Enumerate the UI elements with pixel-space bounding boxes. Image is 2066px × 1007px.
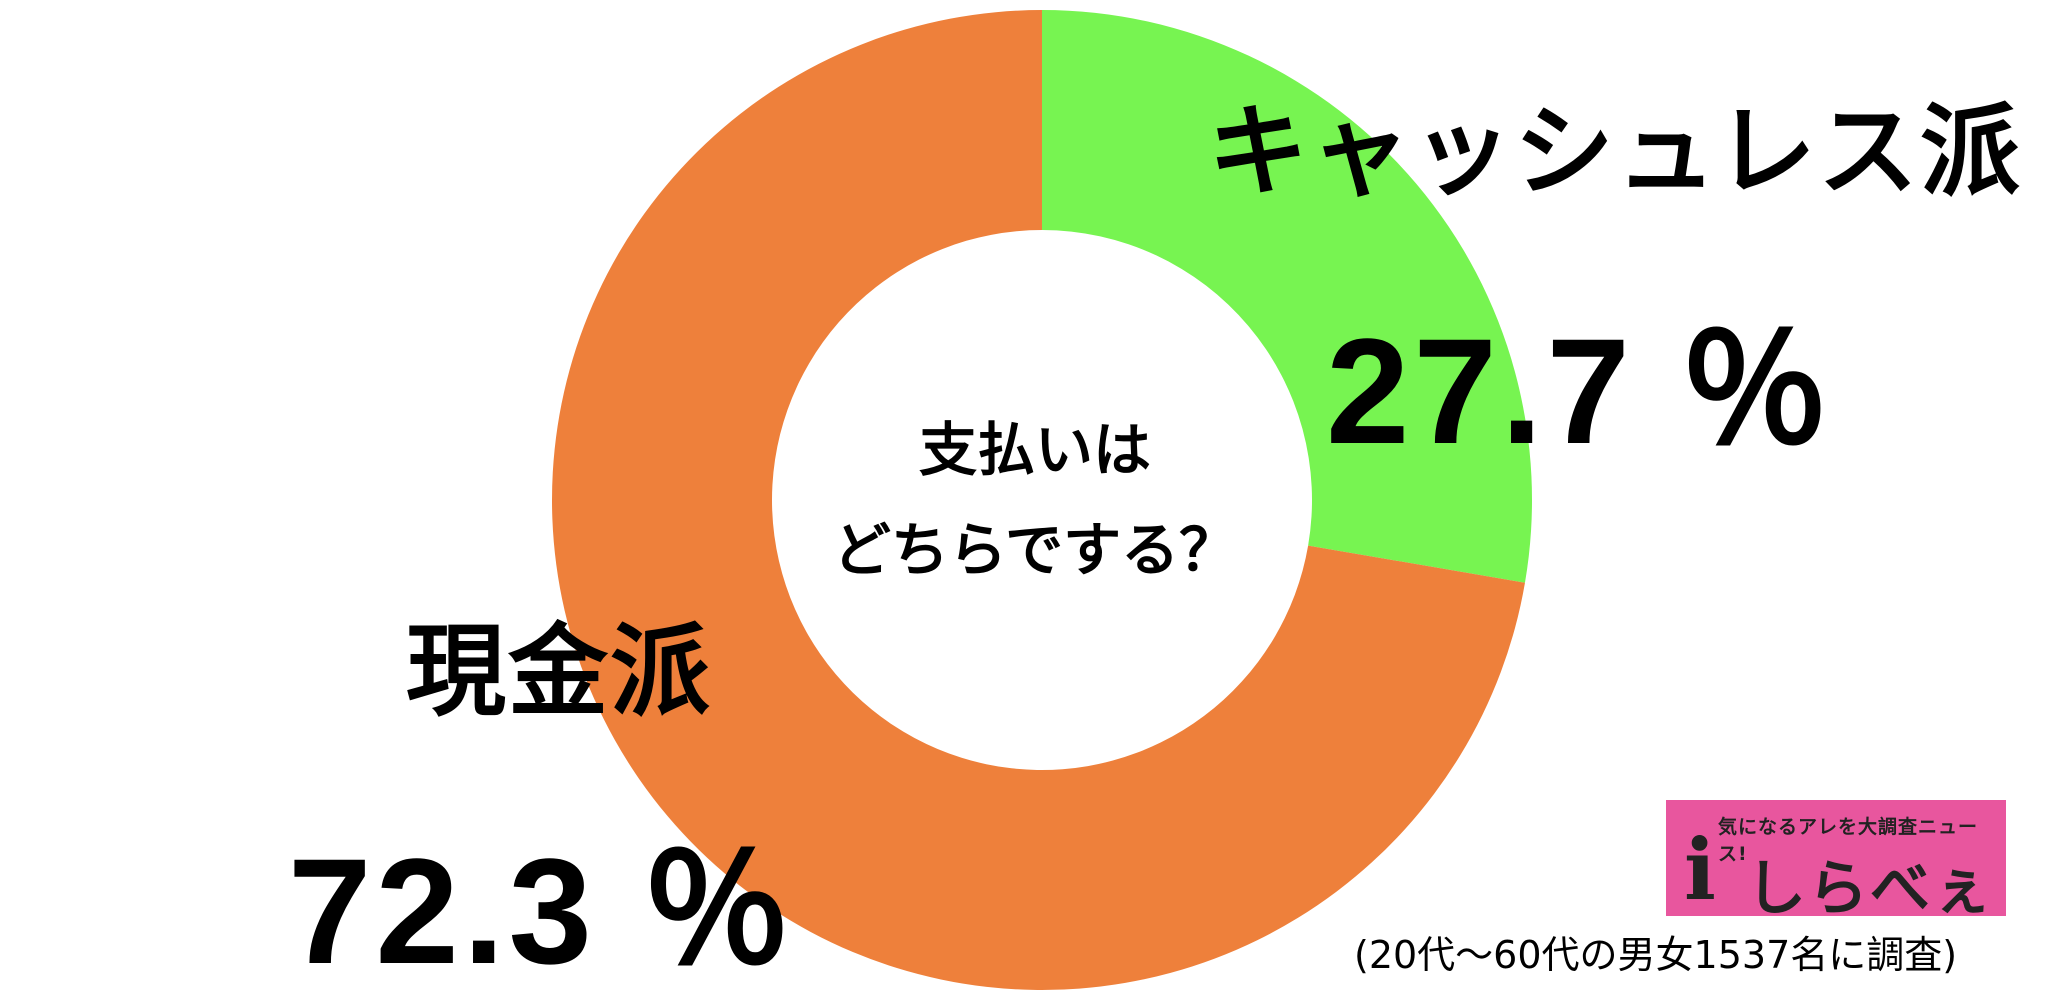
center-question-line-1: 支払いは — [918, 416, 1151, 484]
cashless-category-label: キャッシュレス派 — [1208, 93, 2022, 210]
survey-footnote: (20代〜60代の男女1537名に調査) — [1354, 933, 1958, 977]
shirabee-logo: 気になるアレを大調査ニュース! i しらべぇ — [1666, 800, 2006, 924]
logo-name: しらべぇ — [1746, 854, 1994, 924]
center-question-line-2: どちらでする？ — [832, 516, 1238, 584]
logo-i-icon: i — [1684, 820, 1716, 919]
center-question: 支払いは どちらでする？ — [780, 400, 1290, 600]
logo-tagline: 気になるアレを大調査ニュース! — [1718, 816, 1979, 865]
cash-percent-label: 72.3 ％ — [288, 827, 796, 995]
cash-slice — [552, 10, 1525, 991]
cashless-slice — [1042, 10, 1532, 583]
cash-category-label: 現金派 — [406, 613, 712, 730]
cashless-percent-label: 27.7 ％ — [1326, 307, 1834, 475]
